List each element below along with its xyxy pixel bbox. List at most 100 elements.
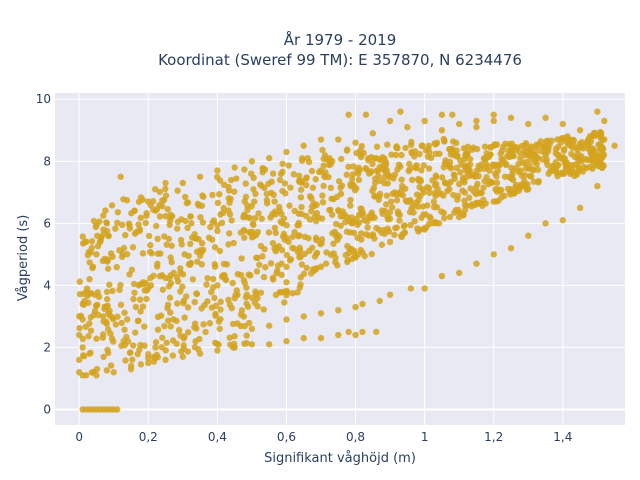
scatter-point — [352, 254, 359, 261]
scatter-point — [474, 199, 482, 207]
scatter-point — [522, 140, 530, 147]
scatter-point — [542, 114, 549, 122]
scatter-point — [161, 322, 168, 330]
scatter-point — [505, 147, 512, 155]
scatter-point — [286, 202, 293, 209]
scatter-point — [334, 262, 341, 269]
scatter-point — [408, 138, 415, 146]
scatter-point — [362, 231, 370, 238]
scatter-point — [386, 117, 394, 125]
scatter-point — [298, 203, 305, 211]
scatter-point — [369, 160, 376, 168]
scatter-point — [119, 250, 126, 258]
scatter-point — [317, 263, 325, 270]
scatter-point — [103, 367, 111, 374]
scatter-point — [576, 127, 584, 134]
scatter-point — [256, 261, 263, 268]
x-tick-label: 0 — [75, 430, 83, 444]
scatter-point — [177, 265, 184, 272]
scatter-point — [300, 334, 307, 342]
scatter-point — [333, 193, 341, 201]
scatter-point — [588, 157, 596, 164]
scatter-point — [227, 195, 234, 203]
scatter-point — [433, 219, 440, 227]
scatter-point — [461, 206, 469, 214]
scatter-point — [382, 201, 390, 208]
scatter-point — [453, 164, 460, 172]
scatter-point — [279, 160, 286, 167]
scatter-point — [250, 186, 257, 193]
scatter-point — [507, 114, 515, 122]
scatter-point — [81, 353, 88, 360]
scatter-point — [132, 303, 140, 311]
scatter-point — [283, 263, 290, 271]
y-tick-label: 2 — [43, 340, 51, 354]
scatter-point — [166, 294, 174, 301]
scatter-point — [283, 251, 291, 259]
scatter-point — [401, 229, 408, 237]
scatter-point — [165, 317, 172, 324]
scatter-point — [575, 157, 582, 164]
scatter-point — [369, 231, 377, 238]
scatter-point — [568, 150, 575, 158]
scatter-point — [317, 136, 325, 143]
scatter-point — [242, 180, 249, 187]
scatter-point — [117, 173, 124, 180]
scatter-point — [112, 225, 119, 232]
scatter-point — [216, 177, 224, 184]
scatter-point — [522, 180, 529, 188]
scatter-point — [76, 278, 83, 285]
scatter-point — [75, 313, 83, 320]
scatter-point — [182, 217, 189, 225]
scatter-point — [188, 220, 195, 227]
scatter-point — [281, 299, 288, 306]
scatter-point — [220, 204, 227, 212]
scatter-point — [86, 320, 93, 327]
scatter-point — [253, 254, 260, 261]
scatter-point — [233, 175, 240, 182]
scatter-point — [398, 176, 405, 183]
scatter-point — [357, 151, 365, 159]
scatter-point — [200, 321, 207, 328]
scatter-point — [174, 218, 182, 226]
scatter-point — [104, 265, 112, 272]
scatter-point — [371, 214, 378, 221]
scatter-point — [250, 174, 257, 182]
scatter-point — [335, 331, 342, 339]
scatter-point — [216, 325, 223, 332]
scatter-point — [212, 312, 219, 320]
scatter-point — [163, 339, 170, 346]
scatter-point — [162, 185, 169, 193]
scatter-point — [389, 204, 396, 211]
scatter-point — [438, 208, 445, 215]
x-tick-label: 0,8 — [346, 430, 365, 444]
scatter-point — [109, 314, 116, 321]
scatter-point — [432, 172, 440, 179]
scatter-point — [100, 226, 107, 233]
scatter-point — [268, 178, 275, 185]
scatter-point — [537, 147, 545, 155]
scatter-point — [165, 283, 173, 290]
scatter-point — [446, 213, 454, 221]
scatter-point — [438, 111, 446, 118]
scatter-point — [526, 156, 534, 163]
scatter-point — [271, 224, 279, 232]
x-tick-label: 0,6 — [277, 430, 296, 444]
scatter-point — [498, 155, 505, 163]
scatter-point — [79, 344, 86, 351]
scatter-point — [419, 142, 426, 149]
scatter-point — [591, 132, 599, 139]
scatter-point — [362, 165, 369, 172]
scatter-point — [243, 284, 250, 291]
scatter-point — [387, 173, 394, 180]
scatter-point — [287, 184, 294, 191]
scatter-point — [308, 270, 315, 277]
scatter-point — [416, 226, 423, 233]
scatter-point — [121, 309, 128, 316]
scatter-point — [493, 179, 501, 186]
scatter-point — [594, 158, 601, 165]
scatter-point — [241, 166, 248, 173]
scatter-point — [145, 284, 152, 292]
scatter-point — [312, 176, 319, 183]
scatter-point — [214, 347, 221, 354]
